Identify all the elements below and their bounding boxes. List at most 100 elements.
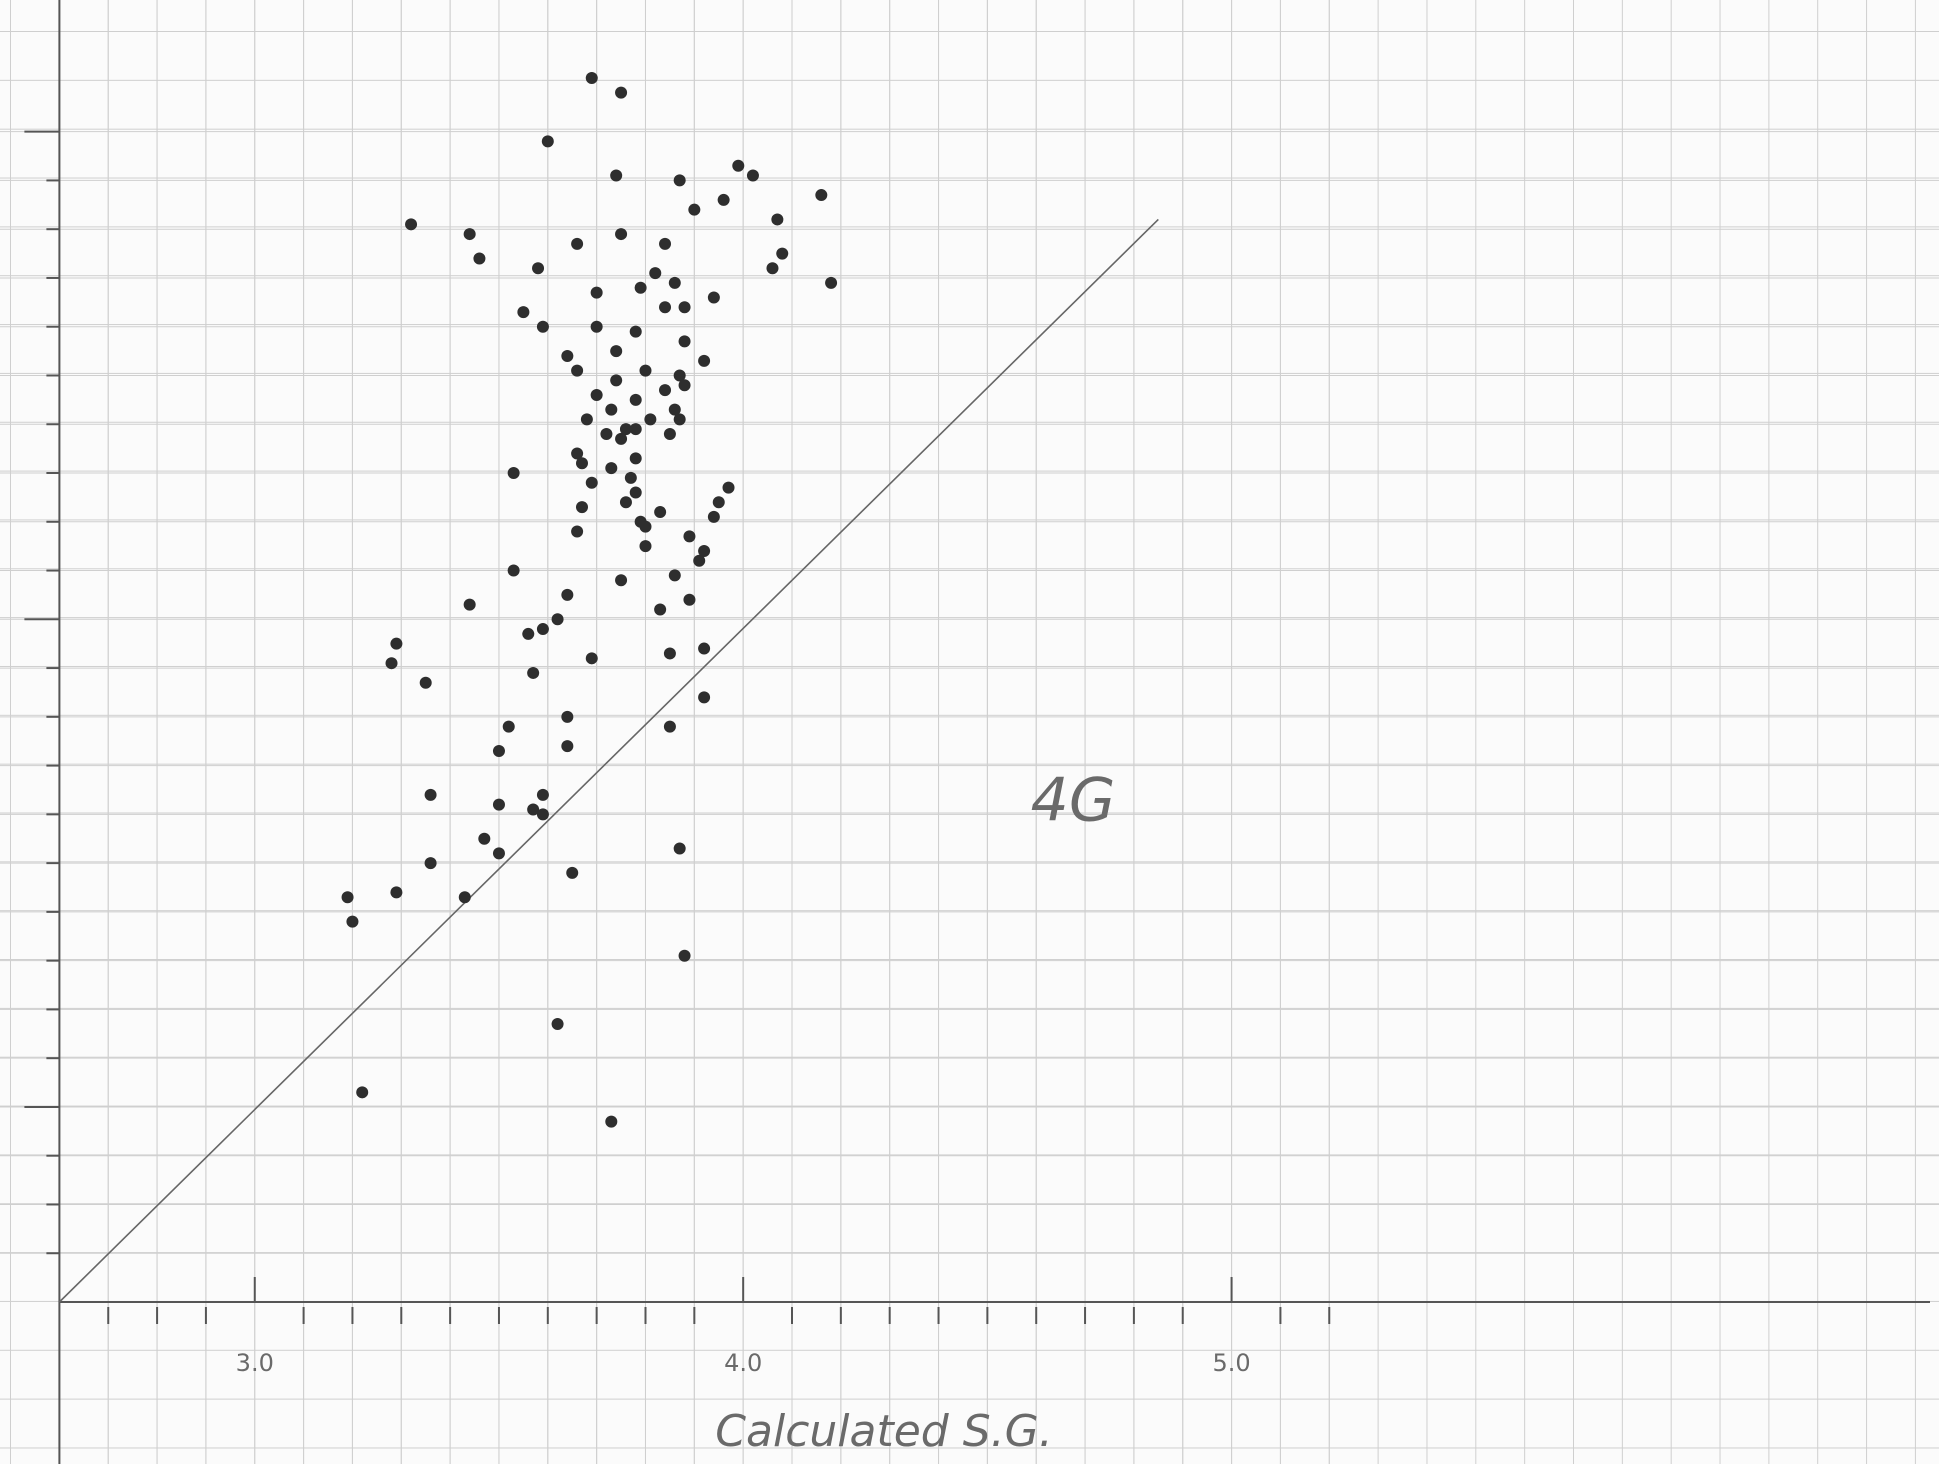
point — [673, 174, 686, 187]
point — [585, 72, 598, 85]
point — [585, 652, 598, 665]
point — [629, 423, 642, 436]
point — [668, 569, 681, 582]
point — [619, 496, 632, 509]
point — [654, 506, 667, 519]
point — [341, 891, 354, 904]
point — [561, 588, 574, 601]
point — [405, 218, 418, 231]
point — [541, 135, 554, 148]
point — [615, 432, 628, 445]
point — [654, 603, 667, 616]
point — [698, 545, 711, 558]
point — [707, 510, 720, 523]
point — [678, 379, 691, 392]
point — [698, 642, 711, 655]
point — [566, 866, 579, 879]
point — [561, 710, 574, 723]
point — [683, 593, 696, 606]
point — [629, 393, 642, 406]
x-axis-label: Calculated S.G. — [715, 1406, 1052, 1457]
point — [668, 403, 681, 416]
annotation: 4G — [1031, 766, 1116, 836]
point — [424, 857, 437, 870]
point — [771, 213, 784, 226]
point — [615, 86, 628, 99]
point — [610, 374, 623, 387]
point — [668, 276, 681, 289]
point — [600, 428, 613, 440]
point — [634, 281, 647, 294]
point — [659, 301, 672, 314]
point — [551, 1018, 564, 1031]
point — [678, 335, 691, 348]
point — [536, 788, 549, 801]
point — [575, 457, 588, 470]
point — [536, 623, 549, 636]
point — [424, 788, 437, 801]
point — [615, 228, 628, 241]
point — [649, 267, 662, 280]
point — [722, 481, 735, 494]
point — [605, 1115, 618, 1128]
point — [693, 554, 706, 567]
point — [663, 647, 676, 660]
point — [610, 345, 623, 358]
point — [522, 627, 535, 640]
point — [590, 286, 603, 299]
point — [776, 247, 789, 260]
point — [527, 803, 540, 816]
point — [746, 169, 759, 182]
point — [356, 1086, 369, 1099]
point — [673, 413, 686, 426]
point — [390, 637, 403, 650]
point — [619, 423, 632, 436]
point — [502, 720, 515, 733]
point — [571, 237, 584, 250]
point — [585, 476, 598, 489]
point — [678, 949, 691, 962]
point — [629, 452, 642, 465]
point — [683, 530, 696, 543]
point — [536, 808, 549, 821]
point — [673, 369, 686, 382]
point — [639, 364, 652, 377]
point — [590, 388, 603, 401]
point — [463, 228, 476, 241]
point — [561, 740, 574, 753]
point — [624, 471, 637, 484]
x-tick-label: 3.0 — [236, 1349, 274, 1377]
point — [492, 744, 505, 757]
point — [532, 262, 545, 275]
point — [492, 847, 505, 860]
point — [659, 237, 672, 250]
point — [712, 496, 725, 509]
point — [385, 657, 398, 670]
point — [463, 598, 476, 611]
reference-line — [58, 218, 1159, 1303]
point — [419, 676, 432, 689]
point — [571, 364, 584, 377]
point — [605, 403, 618, 416]
point — [458, 891, 471, 904]
point — [517, 306, 530, 319]
point — [527, 666, 540, 679]
point — [615, 574, 628, 587]
point — [629, 486, 642, 499]
point — [478, 832, 491, 845]
point — [346, 915, 359, 928]
point — [698, 354, 711, 367]
point — [815, 189, 828, 202]
point — [473, 252, 486, 265]
point — [571, 525, 584, 538]
x-tick-label: 5.0 — [1212, 1349, 1250, 1377]
point — [507, 467, 520, 480]
point — [536, 320, 549, 333]
point — [766, 262, 779, 275]
point — [492, 798, 505, 811]
point — [663, 428, 676, 440]
point — [629, 325, 642, 338]
x-tick-label: 4.0 — [724, 1349, 762, 1377]
